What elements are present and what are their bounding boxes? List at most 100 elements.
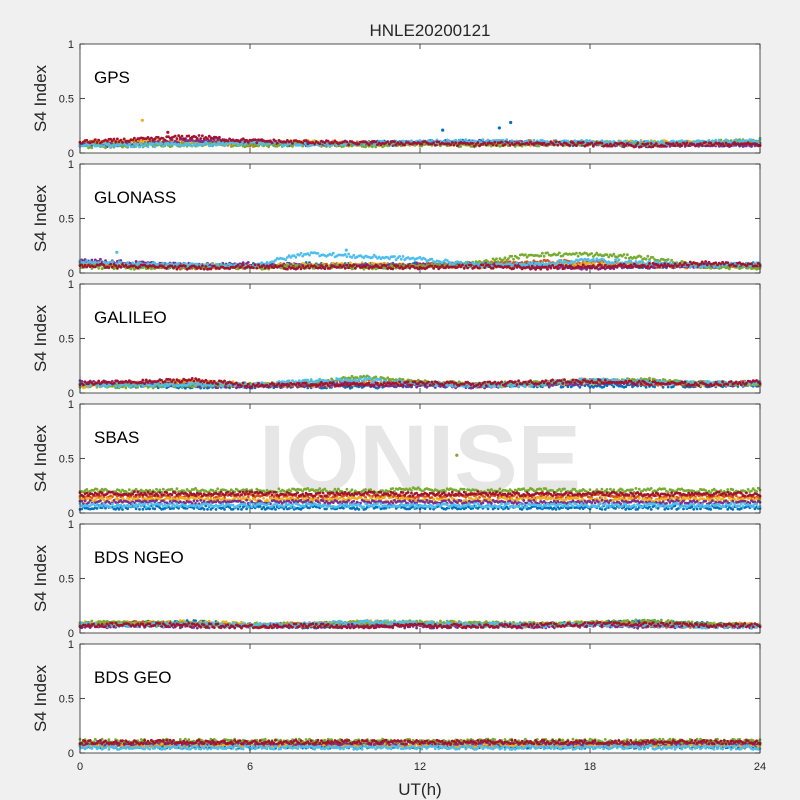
data-point bbox=[476, 141, 480, 145]
data-point bbox=[490, 261, 493, 265]
data-point bbox=[163, 138, 167, 142]
data-point bbox=[221, 141, 225, 145]
data-point bbox=[495, 144, 498, 147]
data-point bbox=[449, 143, 452, 147]
data-point bbox=[578, 143, 582, 147]
data-point bbox=[666, 258, 670, 261]
data-point bbox=[284, 258, 288, 262]
data-point bbox=[741, 139, 745, 143]
data-point bbox=[133, 136, 136, 140]
data-point bbox=[622, 253, 626, 256]
data-point bbox=[99, 257, 102, 261]
data-point bbox=[607, 255, 611, 259]
data-point bbox=[653, 266, 656, 270]
data-point bbox=[537, 144, 541, 148]
data-point bbox=[304, 139, 308, 143]
data-point bbox=[709, 266, 713, 270]
data-point bbox=[663, 144, 667, 148]
data-point bbox=[581, 140, 585, 144]
data-point bbox=[495, 257, 498, 261]
data-point bbox=[374, 145, 378, 149]
data-point bbox=[685, 141, 689, 145]
data-point bbox=[481, 138, 485, 142]
data-point bbox=[246, 261, 250, 264]
data-point bbox=[201, 134, 204, 138]
data-point bbox=[301, 141, 305, 145]
data-point bbox=[386, 140, 390, 144]
data-point bbox=[107, 142, 111, 146]
data-point bbox=[308, 253, 311, 257]
data-point bbox=[452, 143, 456, 147]
data-point bbox=[166, 130, 170, 134]
data-point bbox=[432, 141, 435, 145]
data-point bbox=[97, 138, 101, 142]
data-point bbox=[258, 141, 262, 145]
data-point bbox=[527, 143, 531, 146]
data-point bbox=[347, 143, 350, 147]
data-point bbox=[459, 145, 463, 148]
data-point bbox=[420, 142, 424, 146]
data-point bbox=[177, 261, 181, 265]
data-point bbox=[524, 253, 527, 257]
data-point bbox=[134, 260, 138, 263]
data-point bbox=[654, 142, 658, 146]
data-point bbox=[512, 257, 515, 261]
data-point bbox=[343, 143, 347, 146]
data-point bbox=[503, 256, 507, 260]
data-point bbox=[612, 252, 616, 256]
data-point bbox=[539, 254, 543, 258]
data-point bbox=[252, 145, 255, 149]
data-point bbox=[289, 139, 293, 143]
data-point bbox=[670, 258, 673, 262]
data-point bbox=[554, 140, 558, 144]
data-point bbox=[195, 262, 199, 266]
data-point bbox=[187, 141, 191, 145]
data-point bbox=[136, 142, 140, 146]
data-point bbox=[639, 140, 643, 144]
data-point bbox=[507, 257, 510, 260]
data-point bbox=[88, 260, 92, 263]
data-point bbox=[219, 262, 223, 266]
data-point bbox=[508, 143, 512, 147]
data-point bbox=[634, 139, 638, 143]
data-point bbox=[646, 142, 650, 146]
data-point bbox=[552, 143, 556, 147]
data-point bbox=[93, 138, 97, 142]
data-point bbox=[509, 120, 513, 125]
data-point bbox=[680, 144, 684, 148]
data-point bbox=[510, 254, 514, 258]
data-point bbox=[454, 141, 458, 145]
data-point bbox=[491, 143, 495, 147]
data-point bbox=[724, 141, 728, 145]
data-point bbox=[626, 253, 629, 257]
data-point bbox=[592, 144, 595, 148]
data-point bbox=[546, 251, 549, 255]
data-point bbox=[216, 263, 220, 266]
data-point bbox=[253, 138, 257, 142]
data-point bbox=[510, 139, 514, 143]
data-point bbox=[151, 142, 155, 146]
data-point bbox=[218, 135, 221, 139]
data-point bbox=[415, 262, 418, 266]
data-point bbox=[184, 137, 187, 141]
data-point bbox=[112, 137, 116, 141]
data-point bbox=[216, 143, 220, 147]
data-point bbox=[556, 143, 560, 147]
data-point bbox=[318, 142, 322, 146]
data-point bbox=[673, 144, 677, 148]
data-point bbox=[721, 142, 724, 146]
y-tick-label: 0.5 bbox=[59, 94, 74, 106]
data-point bbox=[639, 255, 643, 259]
data-point bbox=[206, 137, 209, 141]
data-point bbox=[122, 137, 126, 141]
data-point bbox=[345, 140, 349, 144]
data-point bbox=[141, 140, 145, 144]
data-point bbox=[393, 140, 396, 144]
data-point bbox=[374, 140, 378, 144]
data-point bbox=[707, 139, 711, 142]
data-point bbox=[267, 145, 271, 149]
data-point bbox=[348, 261, 352, 265]
data-point bbox=[143, 144, 147, 148]
